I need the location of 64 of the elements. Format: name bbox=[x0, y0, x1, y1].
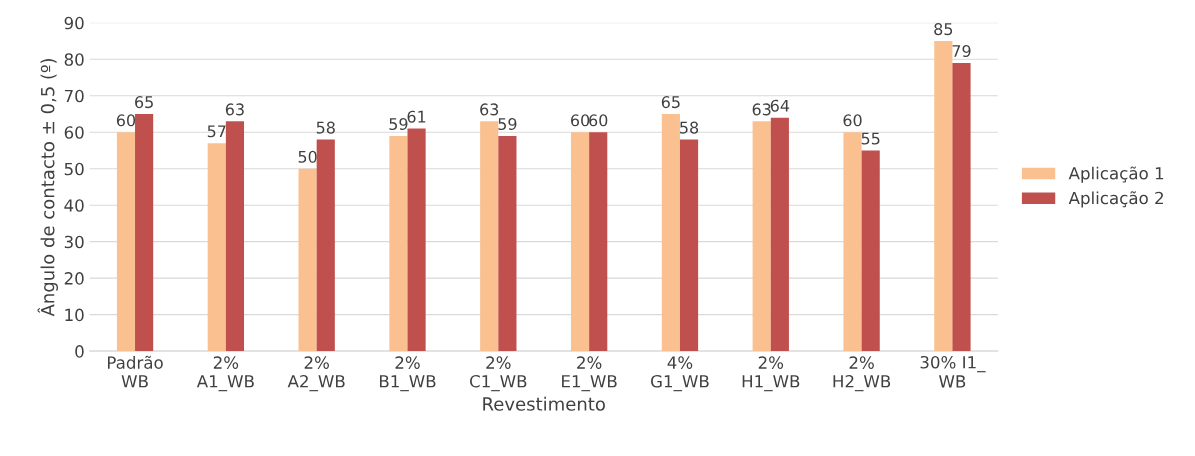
bar bbox=[116, 132, 136, 352]
y-tick-label: 30 bbox=[64, 235, 84, 249]
data-label: 59 bbox=[498, 117, 517, 131]
data-label: 63 bbox=[752, 103, 771, 116]
y-tick-label: 40 bbox=[64, 199, 84, 212]
data-label: 55 bbox=[861, 132, 880, 145]
bar bbox=[207, 143, 226, 352]
bar bbox=[225, 121, 245, 352]
bar bbox=[861, 150, 880, 352]
bar bbox=[298, 168, 317, 352]
data-label: 58 bbox=[680, 121, 699, 134]
x-tick-label: 2% A2_WB bbox=[287, 356, 345, 392]
data-label: 58 bbox=[316, 121, 335, 134]
x-tick-label: 30% I1_ WB bbox=[920, 355, 986, 388]
bar bbox=[498, 135, 517, 352]
data-label: 60 bbox=[116, 114, 136, 127]
x-tick-label: 2% B1_WB bbox=[379, 356, 436, 392]
data-label: 57 bbox=[207, 125, 226, 138]
legend-label: Aplicação 1 bbox=[1068, 166, 1164, 183]
data-label: 63 bbox=[225, 103, 244, 116]
y-tick-label: 90 bbox=[64, 16, 84, 30]
data-label: 60 bbox=[589, 114, 608, 127]
data-label: 79 bbox=[952, 44, 971, 58]
data-label: 61 bbox=[407, 110, 426, 123]
bar bbox=[480, 121, 499, 352]
bar bbox=[679, 139, 699, 352]
data-label: 63 bbox=[480, 103, 499, 116]
y-tick-label: 70 bbox=[64, 89, 84, 103]
x-tick-label: 2% E1_WB bbox=[562, 356, 617, 392]
legend-label: Aplicação 2 bbox=[1068, 191, 1163, 208]
bar bbox=[589, 132, 608, 352]
y-tick-label: 0 bbox=[75, 345, 84, 358]
x-tick-label: 4% G1_WB bbox=[651, 356, 709, 392]
y-tick-label: 60 bbox=[64, 126, 84, 139]
x-tick-label: Padrão WB bbox=[107, 355, 163, 388]
data-label: 50 bbox=[298, 150, 317, 163]
bar bbox=[389, 135, 408, 352]
bar bbox=[770, 117, 789, 352]
bar bbox=[407, 128, 426, 352]
x-tick-label: 2% C1_WB bbox=[470, 356, 527, 392]
y-axis-title: Ângulo de contacto ± 0,5 (º) bbox=[37, 58, 58, 317]
data-label: 64 bbox=[770, 99, 790, 112]
x-tick-label: 2% A1_WB bbox=[196, 356, 254, 392]
bar bbox=[661, 114, 680, 352]
x-tick-label: 2% H1_WB bbox=[742, 356, 800, 392]
bar bbox=[843, 132, 862, 352]
x-tick-label: 2% H2_WB bbox=[833, 356, 891, 392]
bar bbox=[570, 132, 590, 352]
data-label: 60 bbox=[843, 114, 862, 127]
data-label: 59 bbox=[389, 117, 408, 131]
bar bbox=[316, 139, 335, 352]
data-label: 85 bbox=[934, 23, 953, 36]
data-label: 65 bbox=[135, 96, 153, 109]
bar bbox=[952, 62, 971, 352]
x-axis-title: Revestimento bbox=[483, 396, 605, 411]
bar bbox=[135, 114, 154, 352]
y-tick-label: 10 bbox=[65, 308, 84, 322]
y-tick-label: 80 bbox=[64, 53, 84, 66]
y-tick-label: 50 bbox=[64, 162, 84, 176]
data-label: 65 bbox=[661, 96, 680, 109]
bar bbox=[752, 121, 771, 352]
bar bbox=[934, 41, 953, 352]
data-label: 60 bbox=[571, 114, 590, 127]
y-tick-label: 20 bbox=[64, 272, 84, 285]
